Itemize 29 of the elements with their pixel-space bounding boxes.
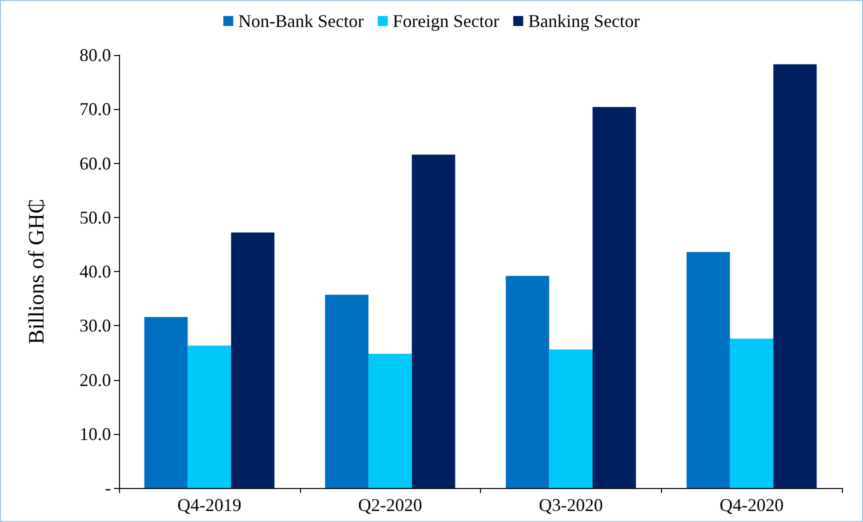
y-tick-label: 50.0 — [80, 207, 111, 228]
bar — [730, 338, 774, 488]
bar — [325, 294, 368, 488]
bar — [188, 346, 232, 488]
y-tick-label: - — [105, 478, 111, 498]
legend-label: Banking Sector — [528, 11, 640, 31]
y-axis-title: Billions of GH₵ — [24, 198, 48, 344]
y-tick-label: 20.0 — [80, 370, 111, 390]
bar — [773, 64, 817, 488]
bar — [368, 354, 412, 488]
x-tick-label: Q2-2020 — [358, 495, 422, 515]
bar — [144, 316, 188, 488]
x-tick-label: Q3-2020 — [538, 495, 603, 515]
legend-label: Foreign Sector — [392, 11, 500, 31]
bar — [686, 252, 730, 488]
bar — [549, 349, 593, 488]
legend-label: Non-Bank Sector — [238, 11, 364, 31]
y-tick-label: 40.0 — [80, 262, 111, 282]
x-tick-label: Q4-2020 — [720, 495, 784, 515]
y-tick-label: 80.0 — [80, 45, 111, 65]
y-tick-label: 10.0 — [80, 424, 111, 444]
y-tick-label: 30.0 — [80, 316, 111, 336]
bar — [506, 276, 550, 488]
bar — [412, 154, 456, 488]
bar — [592, 106, 636, 488]
y-tick-label: 70.0 — [80, 99, 111, 120]
y-tick-label: 60.0 — [80, 153, 111, 174]
bar — [231, 232, 274, 488]
x-tick-label: Q4-2019 — [177, 495, 242, 515]
